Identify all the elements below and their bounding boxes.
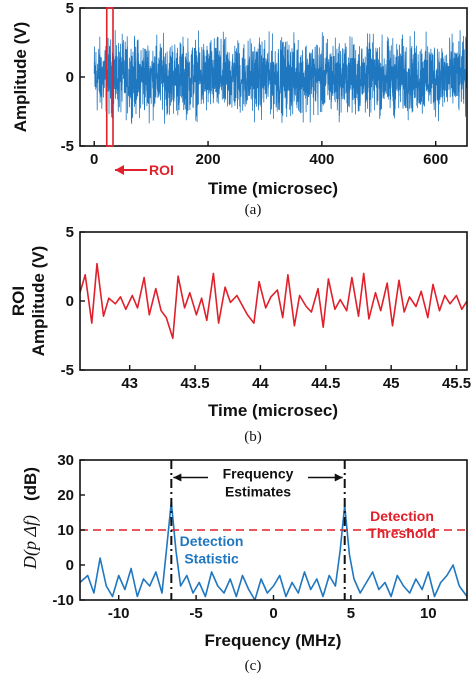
panel-b-roi-trace — [80, 262, 467, 340]
panel-b-axes-frame — [79, 231, 468, 371]
x-tick-label: 45 — [383, 375, 400, 392]
y-tick-label: 0 — [66, 557, 74, 574]
panel-c-ylabel-unit: (dB) — [21, 467, 40, 501]
y-tick-label: 5 — [66, 0, 74, 17]
threshold-label-line2: Threshold — [368, 525, 436, 541]
y-tick-label: -10 — [52, 592, 74, 609]
x-tick-label: 5 — [347, 605, 355, 622]
panel-b-xlabel: Time (microsec) — [208, 401, 338, 420]
roi-box — [105, 7, 114, 147]
estimates-label-line2: Estimates — [225, 484, 291, 500]
panel-c: -10 -5 0 5 10 -10 0 10 20 30 Frequency Estimates De… — [20, 452, 468, 674]
x-tick-label: -5 — [189, 605, 202, 622]
panel-a-caption: (a) — [245, 202, 262, 218]
panel-c-caption: (c) — [245, 658, 262, 674]
x-tick-label: 43 — [121, 375, 138, 392]
y-tick-label: 30 — [57, 452, 74, 469]
panel-a: 0 200 400 600 -5 0 5 ROI Time (microsec) Amplit… — [11, 0, 468, 218]
y-tick-label: 0 — [66, 69, 74, 86]
estimates-label-line1: Frequency — [223, 466, 294, 482]
threshold-label-line1: Detection — [370, 508, 434, 524]
panel-b: 43 43.5 44 44.5 45 45.5 -5 0 5 Time (microsec) R… — [9, 224, 471, 445]
y-tick-label: 0 — [66, 293, 74, 310]
roi-label: ROI — [149, 162, 174, 178]
estimates-arrow-right-head — [334, 473, 343, 482]
y-tick-label: 10 — [57, 522, 74, 539]
x-tick-label: 600 — [423, 151, 448, 168]
statistic-label-line2: Statistic — [184, 550, 239, 566]
x-tick-label: 44 — [252, 375, 269, 392]
x-tick-label: -10 — [108, 605, 130, 622]
panel-b-ylabel-line1: ROI — [9, 286, 28, 316]
y-tick-label: -5 — [61, 362, 74, 379]
panel-a-signal-trace — [93, 30, 467, 124]
panel-b-roi-line — [80, 262, 467, 340]
estimates-arrow-left-head — [173, 473, 182, 482]
x-tick-label: 44.5 — [311, 375, 340, 392]
panel-a-xlabel: Time (microsec) — [208, 179, 338, 198]
panel-b-caption: (b) — [244, 429, 262, 445]
y-tick-label: -5 — [61, 138, 74, 155]
panel-b-ylabel-line2: Amplitude (V) — [29, 246, 48, 357]
y-tick-label: 20 — [57, 487, 74, 504]
estimates-label-bg — [208, 464, 309, 481]
x-tick-label: 43.5 — [180, 375, 209, 392]
statistic-label-line1: Detection — [180, 533, 244, 549]
x-tick-label: 0 — [269, 605, 277, 622]
roi-arrow-head — [115, 165, 125, 175]
panel-c-xlabel: Frequency (MHz) — [205, 631, 342, 650]
x-tick-label: 400 — [309, 151, 334, 168]
panel-a-ylabel: Amplitude (V) — [11, 22, 30, 133]
panel-a-signal-line — [93, 30, 467, 124]
y-tick-label: 5 — [66, 224, 74, 241]
detection-statistic-line — [80, 501, 467, 600]
x-tick-label: 45.5 — [442, 375, 471, 392]
x-tick-label: 10 — [420, 605, 437, 622]
panel-c-ylabel: D(p Δf) — [20, 515, 41, 570]
x-tick-label: 200 — [196, 151, 221, 168]
x-tick-label: 0 — [90, 151, 98, 168]
